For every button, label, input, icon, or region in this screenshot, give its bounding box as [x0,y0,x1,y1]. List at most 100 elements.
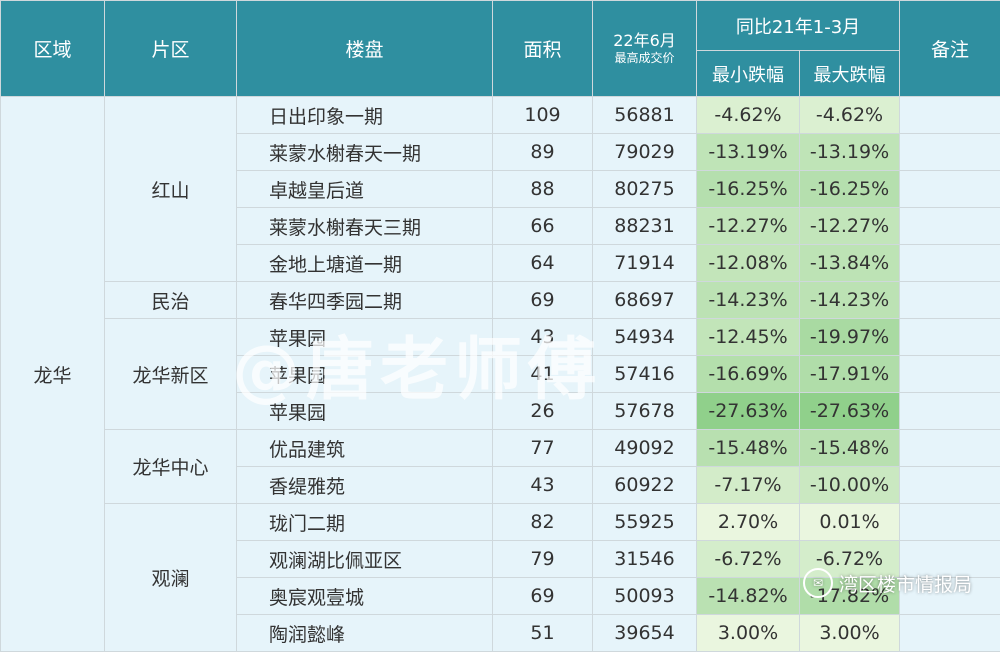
max-drop-cell: -6.72% [800,541,900,578]
project-cell: 卓越皇后道 [237,171,493,208]
area-cell: 89 [493,134,593,171]
note-cell [900,97,1000,134]
max-drop-cell: -13.84% [800,245,900,282]
area-cell: 69 [493,282,593,319]
header-area: 面积 [493,1,593,97]
note-cell [900,208,1000,245]
min-drop-cell: -12.27% [697,208,800,245]
header-note: 备注 [900,1,1000,97]
max-drop-cell: -19.97% [800,319,900,356]
note-cell [900,134,1000,171]
district-cell: 龙华新区 [105,319,237,430]
area-cell: 43 [493,319,593,356]
header-project: 楼盘 [237,1,493,97]
region-cell: 龙华 [1,97,105,652]
min-drop-cell: -4.62% [697,97,800,134]
price-cell: 54934 [593,319,697,356]
note-cell [900,393,1000,430]
max-drop-cell: -16.25% [800,171,900,208]
note-cell [900,282,1000,319]
max-drop-cell: -14.23% [800,282,900,319]
min-drop-cell: -16.69% [697,356,800,393]
min-drop-cell: 3.00% [697,615,800,652]
price-cell: 49092 [593,430,697,467]
min-drop-cell: -15.48% [697,430,800,467]
area-cell: 26 [493,393,593,430]
district-cell: 红山 [105,97,237,282]
note-cell [900,615,1000,652]
area-cell: 109 [493,97,593,134]
header-max-price: 22年6月 最高成交价 [593,1,697,97]
project-cell: 奥宸观壹城 [237,578,493,615]
area-cell: 88 [493,171,593,208]
header-yoy: 同比21年1-3月 [697,1,900,51]
price-cell: 88231 [593,208,697,245]
header-max-price-label: 最高成交价 [593,50,696,66]
note-cell [900,171,1000,208]
project-cell: 金地上塘道一期 [237,245,493,282]
min-drop-cell: -13.19% [697,134,800,171]
project-cell: 莱蒙水榭春天一期 [237,134,493,171]
header-max-drop: 最大跌幅 [800,51,900,97]
price-cell: 56881 [593,97,697,134]
district-cell: 观澜 [105,504,237,652]
max-drop-cell: -27.63% [800,393,900,430]
max-drop-cell: -10.00% [800,467,900,504]
note-cell [900,319,1000,356]
price-cell: 68697 [593,282,697,319]
district-cell: 龙华中心 [105,430,237,504]
price-cell: 50093 [593,578,697,615]
header-region: 区域 [1,1,105,97]
project-cell: 观澜湖比佩亚区 [237,541,493,578]
price-cell: 79029 [593,134,697,171]
min-drop-cell: -7.17% [697,467,800,504]
area-cell: 41 [493,356,593,393]
area-cell: 82 [493,504,593,541]
note-cell [900,467,1000,504]
max-drop-cell: -13.19% [800,134,900,171]
price-cell: 80275 [593,171,697,208]
price-cell: 39654 [593,615,697,652]
note-cell [900,578,1000,615]
page: 区域 片区 楼盘 面积 22年6月 最高成交价 同比21年1-3月 备注 最小跌… [0,0,1000,631]
price-cell: 57416 [593,356,697,393]
area-cell: 69 [493,578,593,615]
note-cell [900,541,1000,578]
header-min-drop: 最小跌幅 [697,51,800,97]
min-drop-cell: -12.08% [697,245,800,282]
min-drop-cell: 2.70% [697,504,800,541]
project-cell: 香缇雅苑 [237,467,493,504]
area-cell: 77 [493,430,593,467]
max-drop-cell: 0.01% [800,504,900,541]
project-cell: 陶润懿峰 [237,615,493,652]
header-district: 片区 [105,1,237,97]
area-cell: 64 [493,245,593,282]
header-max-price-date: 22年6月 [593,32,696,50]
max-drop-cell: -17.82% [800,578,900,615]
max-drop-cell: -4.62% [800,97,900,134]
max-drop-cell: -17.91% [800,356,900,393]
project-cell: 优品建筑 [237,430,493,467]
area-cell: 66 [493,208,593,245]
min-drop-cell: -12.45% [697,319,800,356]
note-cell [900,430,1000,467]
area-cell: 79 [493,541,593,578]
area-cell: 43 [493,467,593,504]
price-cell: 71914 [593,245,697,282]
project-cell: 日出印象一期 [237,97,493,134]
max-drop-cell: 3.00% [800,615,900,652]
min-drop-cell: -14.23% [697,282,800,319]
min-drop-cell: -16.25% [697,171,800,208]
project-cell: 莱蒙水榭春天三期 [237,208,493,245]
price-cell: 57678 [593,393,697,430]
max-drop-cell: -12.27% [800,208,900,245]
price-cell: 55925 [593,504,697,541]
min-drop-cell: -27.63% [697,393,800,430]
district-cell: 民治 [105,282,237,319]
